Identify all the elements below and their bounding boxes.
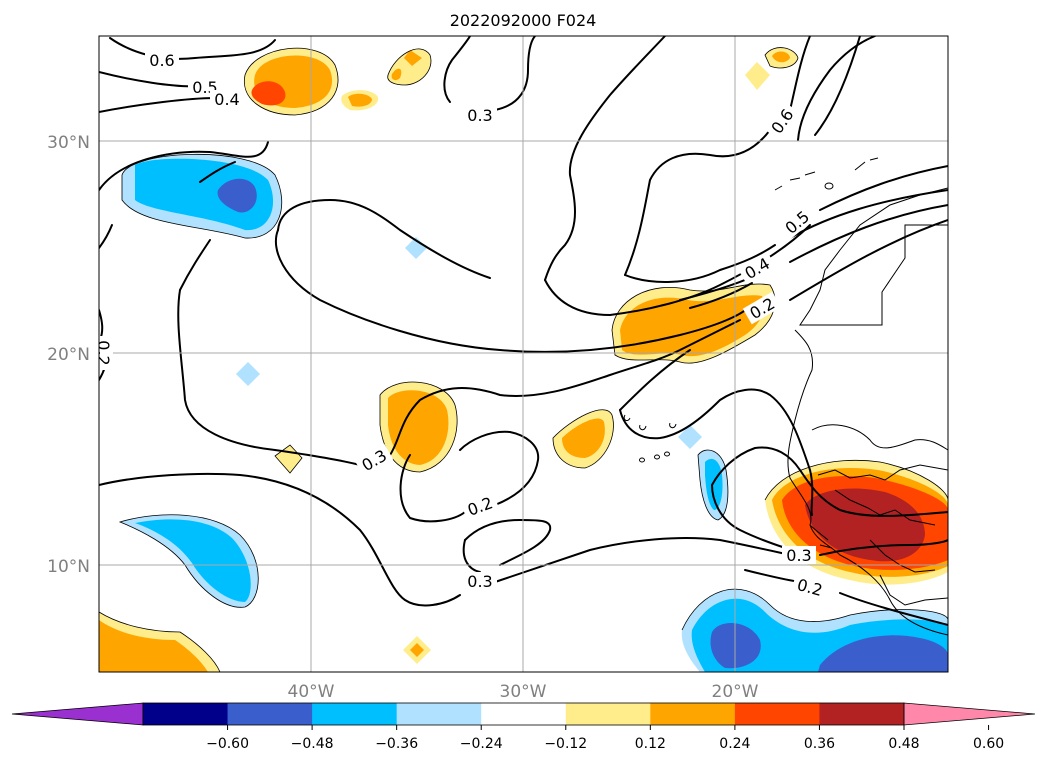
graticule [99,36,948,672]
map-frame [98,35,949,673]
coastlines [623,157,948,636]
colorbar-tick-label: −0.24 [460,736,503,752]
anomaly-fill-darkblue-northwest [217,178,257,213]
lat-label-20n: 20°N [47,345,90,365]
colorbar-segment [565,703,651,725]
colorbar-tick-label: −0.36 [375,736,418,752]
anomaly-fill-blue-small-3 [678,425,702,449]
colorbar-tick-label: −0.12 [544,736,587,752]
contour-label-12: 0.3 [463,572,497,591]
colorbar-segment [481,703,567,725]
map-title: 2022092000 F024 [450,11,597,30]
contour-label-4: 0.3 [463,106,497,125]
colorbar-segment [227,703,313,725]
anomaly-fill-blue-strip-inner [705,458,723,510]
anomaly-fill-orange-small-2-inner [391,68,402,81]
svg-text:0.4: 0.4 [214,90,239,109]
colorbar-extend-low [11,702,144,726]
colorbar-tick-label: 0.36 [804,736,835,752]
anomaly-fill-orange-northeast-2-inner [772,51,790,63]
colorbar-segment [734,703,820,725]
lon-label-30w: 30°W [500,682,547,702]
colorbar-segment [312,703,398,725]
colorbar-segment [819,703,905,725]
anomaly-fill-orange-small-3 [404,50,422,66]
contour-lines [99,36,948,626]
svg-text:0.2: 0.2 [94,340,113,365]
colorbar-tick-label: 0.48 [888,736,919,752]
contour-label-9: 0.2 [94,336,113,370]
colorbar-tick-label: −0.48 [291,736,334,752]
lon-label-20w: 20°W [712,682,759,702]
colorbar-tick-label: 0.24 [719,736,750,752]
svg-text:0.3: 0.3 [467,572,492,591]
anomaly-fill-darkblue-southeast-1 [710,622,761,669]
colorbar-tick-label: 0.12 [635,736,666,752]
colorbar-segment [143,703,229,725]
lat-label-10n: 10°N [47,557,90,577]
anomaly-fill-blue-northwest-inner [135,158,274,231]
contour-label-13: 0.3 [782,546,816,565]
anomaly-fill-orange-small-1-inner [348,93,372,107]
anomaly-fill-orange-northeast [745,62,770,90]
anomaly-fill-orange-diamond-inner [410,643,424,657]
anomaly-fill-blue-southwest-inner [135,519,251,602]
anomaly-fill-orange-center-inner [388,390,449,465]
colorbar: −0.60 −0.48 −0.36 −0.24 −0.12 0.12 0.24 0.36 0.4… [11,702,1036,752]
colorbar-tick-label: 0.60 [973,736,1004,752]
map-area: 0.6 0.5 0.4 0.3 0.6 0.5 0.4 0.2 0.2 0.3 … [94,36,948,672]
svg-text:0.6: 0.6 [149,51,174,70]
svg-text:0.3: 0.3 [786,546,811,565]
anomaly-fill-blue-small-2 [236,362,260,386]
contour-label-1: 0.6 [145,51,179,70]
anomaly-fill-red-north [251,81,286,106]
anomaly-fill-orange-east-small-inner [562,418,605,458]
anomaly-fill-orange-southwest-inner [99,620,208,672]
colorbar-segment [650,703,736,725]
colorbar-segment [396,703,482,725]
svg-text:0.3: 0.3 [467,106,492,125]
colorbar-tick-label: −0.60 [206,736,249,752]
contour-label-3: 0.4 [210,90,244,109]
anomaly-fill-blue-small-1 [405,237,427,259]
lat-label-30n: 30°N [47,133,90,153]
colorbar-extend-high [903,702,1036,726]
anomaly-fill-darkblue-southeast-2 [818,635,948,672]
lon-label-40w: 40°W [288,682,335,702]
